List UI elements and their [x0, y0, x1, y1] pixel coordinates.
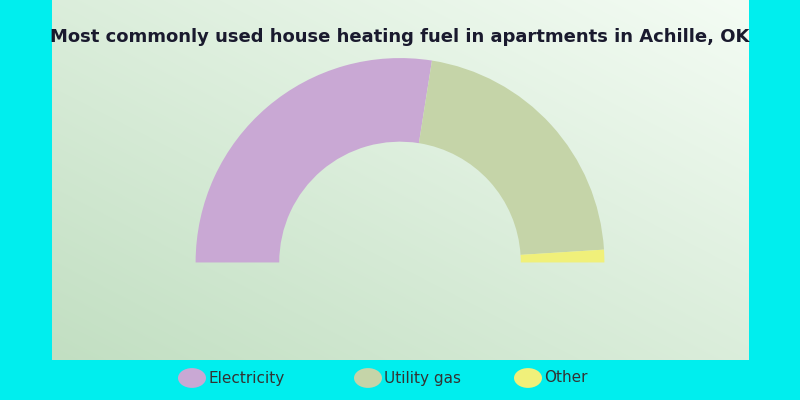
Wedge shape — [196, 58, 432, 262]
Wedge shape — [419, 60, 604, 255]
Text: Utility gas: Utility gas — [384, 370, 461, 386]
Ellipse shape — [178, 368, 206, 388]
Text: Most commonly used house heating fuel in apartments in Achille, OK: Most commonly used house heating fuel in… — [50, 28, 750, 46]
Text: Other: Other — [544, 370, 587, 386]
Wedge shape — [521, 250, 604, 262]
Text: Electricity: Electricity — [208, 370, 284, 386]
Ellipse shape — [354, 368, 382, 388]
Ellipse shape — [514, 368, 542, 388]
